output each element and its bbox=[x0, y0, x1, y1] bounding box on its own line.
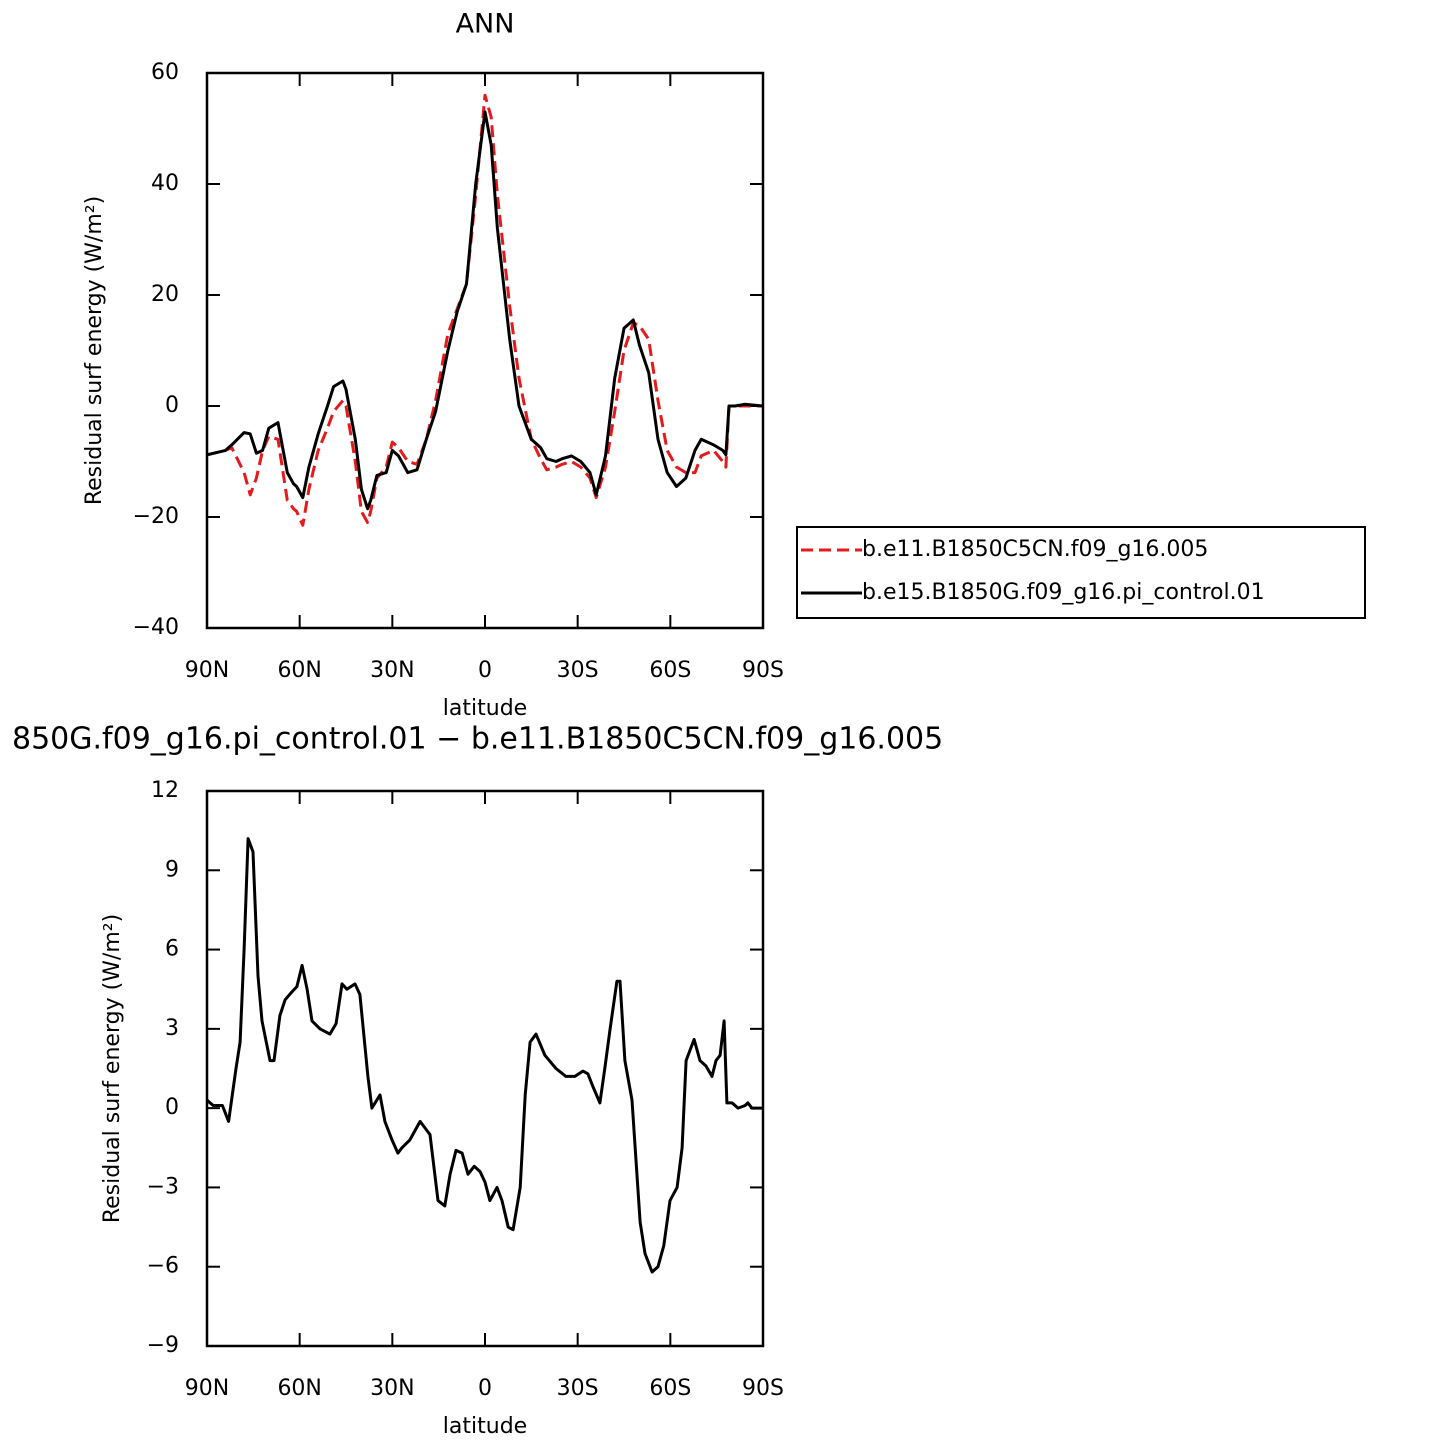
x-tick-label: 60N bbox=[277, 1376, 321, 1401]
x-tick-label: 30N bbox=[370, 658, 414, 683]
y-tick-label: 60 bbox=[151, 60, 179, 85]
legend-label: b.e15.B1850G.f09_g16.pi_control.01 bbox=[862, 580, 1265, 605]
x-tick-label: 30N bbox=[370, 1376, 414, 1401]
x-tick-label: 60S bbox=[649, 658, 691, 683]
x-tick-label: 60S bbox=[649, 1376, 691, 1401]
y-tick-label: −9 bbox=[147, 1333, 179, 1358]
y-tick-label: −6 bbox=[147, 1254, 179, 1279]
x-tick-label: 90N bbox=[185, 658, 229, 683]
plot-frame bbox=[205, 71, 765, 630]
x-tick-label: 60N bbox=[277, 658, 321, 683]
x-tick-label: 30S bbox=[557, 658, 599, 683]
y-tick-label: −20 bbox=[133, 504, 179, 529]
y-axis-label: Residual surf energy (W/m²) bbox=[82, 196, 107, 505]
y-tick-label: 12 bbox=[151, 778, 179, 803]
legend-box bbox=[796, 526, 1366, 619]
y-tick-label: 20 bbox=[151, 282, 179, 307]
y-tick-label: −40 bbox=[133, 615, 179, 640]
y-tick-label: 3 bbox=[165, 1016, 179, 1041]
y-tick-label: 6 bbox=[165, 937, 179, 962]
data-line bbox=[206, 93, 763, 527]
x-axis-label: latitude bbox=[443, 696, 527, 721]
x-tick-label: 0 bbox=[478, 1376, 492, 1401]
x-tick-label: 90S bbox=[742, 1376, 784, 1401]
y-tick-label: 0 bbox=[165, 1095, 179, 1120]
plot-frame bbox=[205, 789, 765, 1348]
data-line bbox=[206, 110, 764, 511]
chart-title: ANN bbox=[456, 9, 515, 40]
x-axis-label: latitude bbox=[443, 1414, 527, 1439]
y-tick-label: 40 bbox=[151, 171, 179, 196]
data-line bbox=[206, 837, 763, 1274]
x-tick-label: 90N bbox=[185, 1376, 229, 1401]
x-tick-label: 30S bbox=[557, 1376, 599, 1401]
y-tick-label: −3 bbox=[147, 1174, 179, 1199]
y-tick-label: 0 bbox=[165, 393, 179, 418]
y-axis-label: Residual surf energy (W/m²) bbox=[100, 914, 125, 1223]
chart-title: 850G.f09_g16.pi_control.01 − b.e11.B1850… bbox=[12, 722, 943, 757]
x-tick-label: 90S bbox=[742, 658, 784, 683]
y-tick-label: 9 bbox=[165, 857, 179, 882]
x-tick-label: 0 bbox=[478, 658, 492, 683]
legend-label: b.e11.B1850C5CN.f09_g16.005 bbox=[862, 537, 1208, 562]
